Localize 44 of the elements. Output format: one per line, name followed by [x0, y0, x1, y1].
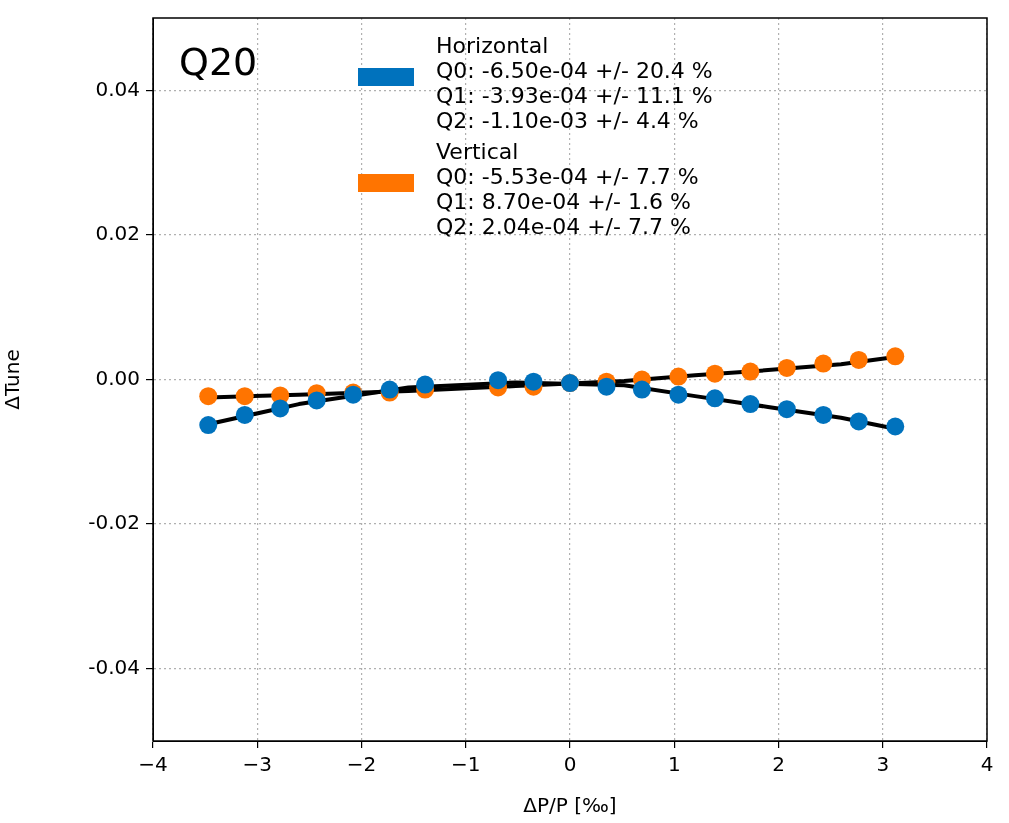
point [235, 405, 254, 424]
legend-label: Vertical Q0: -5.53e-04 +/- 7.7 % Q1: 8.70e-04 +/- 1.6 % Q2: 2.04e-04 +/- 7.7 % [436, 139, 699, 239]
point [705, 364, 724, 383]
point [489, 371, 508, 390]
point [307, 391, 326, 410]
y-tick-label: 0.02 [95, 221, 140, 246]
point [814, 405, 833, 424]
point [777, 400, 796, 419]
x-axis-title: ΔP/P [‰] [523, 793, 617, 818]
x-tick-label: 3 [876, 752, 890, 777]
point [632, 380, 651, 399]
point [849, 350, 868, 369]
y-axis-title: ΔTune [0, 349, 25, 410]
point [416, 375, 435, 394]
y-tick-label: -0.04 [88, 654, 140, 679]
point [235, 387, 254, 406]
point [524, 372, 543, 391]
annotation: Q20 [179, 39, 258, 84]
x-tick-label: 1 [667, 752, 681, 777]
point [199, 387, 218, 406]
point [886, 347, 905, 366]
point [886, 417, 905, 436]
x-tick-label: 0 [563, 752, 577, 777]
y-tick-label: 0.04 [95, 76, 140, 101]
legend-label: Horizontal Q0: -6.50e-04 +/- 20.4 % Q1: -3.93e-04 +/- 11.1 % Q2: -1.10e-03 +/- 4.4 % [436, 33, 713, 133]
x-tick-label: −3 [242, 752, 272, 777]
point [814, 354, 833, 373]
point [271, 399, 290, 418]
point [199, 416, 218, 435]
y-tick-label: 0.00 [95, 365, 140, 390]
point [777, 358, 796, 377]
x-tick-label: −1 [451, 752, 481, 777]
point [669, 385, 688, 404]
x-tick-label: −2 [346, 752, 377, 777]
point [669, 367, 688, 386]
x-tick-label: 2 [772, 752, 785, 777]
y-tick-label: -0.02 [88, 510, 140, 535]
point [597, 377, 616, 396]
point [741, 362, 760, 381]
point [705, 389, 724, 408]
point [741, 395, 760, 414]
x-tick-label: 4 [980, 752, 994, 777]
x-tick-label: −4 [138, 752, 168, 777]
point [849, 412, 868, 431]
